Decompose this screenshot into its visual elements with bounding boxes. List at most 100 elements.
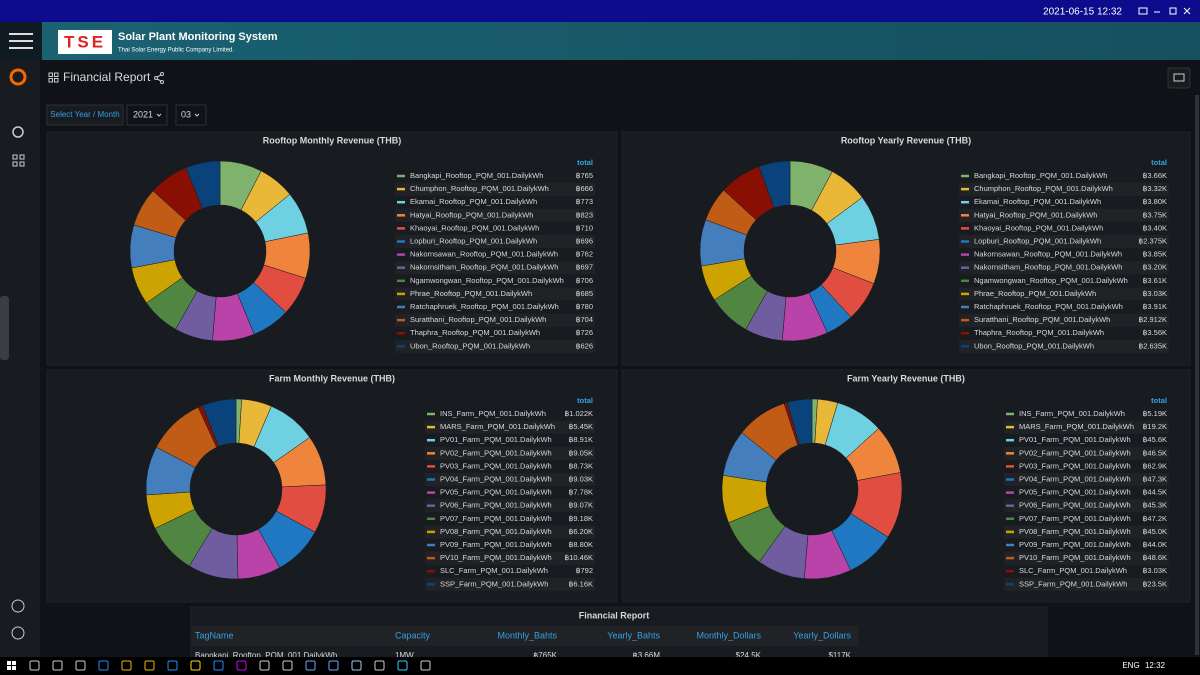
legend-name[interactable]: PV01_Farm_PQM_001.DailykWh: [1019, 435, 1131, 444]
column-header[interactable]: TagName: [195, 630, 234, 640]
legend-name[interactable]: Chumphon_Rooftop_PQM_001.DailykWh: [974, 184, 1113, 193]
legend-name[interactable]: Nakornsawan_Rooftop_PQM_001.DailykWh: [974, 250, 1122, 259]
legend-name[interactable]: PV05_Farm_PQM_001.DailykWh: [1019, 488, 1131, 497]
legend-name[interactable]: PV02_Farm_PQM_001.DailykWh: [440, 448, 552, 457]
legend-name[interactable]: PV07_Farm_PQM_001.DailykWh: [1019, 514, 1131, 523]
legend-name[interactable]: PV04_Farm_PQM_001.DailykWh: [440, 474, 552, 483]
legend-name[interactable]: Ekamai_Rooftop_PQM_001.DailykWh: [974, 197, 1101, 206]
scrollbar[interactable]: [1195, 95, 1199, 655]
legend-name[interactable]: Ratchaphruek_Rooftop_PQM_001.DailykWh: [974, 302, 1123, 311]
dashboards-icon[interactable]: [12, 154, 25, 167]
legend-name[interactable]: PV01_Farm_PQM_001.DailykWh: [440, 435, 552, 444]
legend-name[interactable]: PV07_Farm_PQM_001.DailykWh: [440, 514, 552, 523]
legend-name[interactable]: Khaoyai_Rooftop_PQM_001.DailykWh: [974, 223, 1103, 232]
legend-name[interactable]: PV10_Farm_PQM_001.DailykWh: [440, 553, 552, 562]
app-icon[interactable]: [351, 660, 362, 671]
legend-name[interactable]: Khaoyai_Rooftop_PQM_001.DailykWh: [410, 223, 539, 232]
legend-name[interactable]: Nakornsitham_Rooftop_PQM_001.DailykWh: [410, 263, 558, 272]
legend-name[interactable]: Nakornsawan_Rooftop_PQM_001.DailykWh: [410, 250, 558, 259]
legend-name[interactable]: PV03_Farm_PQM_001.DailykWh: [1019, 461, 1131, 470]
legend-name[interactable]: PV06_Farm_PQM_001.DailykWh: [440, 501, 552, 510]
legend-name[interactable]: SSP_Farm_PQM_001.DailykWh: [1019, 579, 1127, 588]
legend-name[interactable]: Hatyai_Rooftop_PQM_001.DailykWh: [974, 210, 1097, 219]
legend-name[interactable]: Thaphra_Rooftop_PQM_001.DailykWh: [410, 328, 540, 337]
app-icon[interactable]: [29, 660, 40, 671]
app-icon[interactable]: [144, 660, 155, 671]
legend-name[interactable]: Nakornsitham_Rooftop_PQM_001.DailykWh: [974, 263, 1122, 272]
search-icon[interactable]: [12, 126, 24, 138]
column-header[interactable]: Yearly_Dollars: [793, 630, 851, 640]
legend-name[interactable]: SLC_Farm_PQM_001.DailykWh: [440, 566, 548, 575]
legend-name[interactable]: Chumphon_Rooftop_PQM_001.DailykWh: [410, 184, 549, 193]
taskbar-clock[interactable]: 12:32: [1145, 661, 1166, 670]
app-icon[interactable]: [236, 660, 247, 671]
app-icon[interactable]: [305, 660, 316, 671]
legend-name[interactable]: Lopburi_Rooftop_PQM_001.DailykWh: [974, 236, 1101, 245]
panel-title[interactable]: Rooftop Monthly Revenue (THB): [263, 135, 402, 145]
app-icon[interactable]: [213, 660, 224, 671]
legend-name[interactable]: SSP_Farm_PQM_001.DailykWh: [440, 579, 548, 588]
grafana-logo[interactable]: [9, 68, 27, 86]
legend-name[interactable]: Ubon_Rooftop_PQM_001.DailykWh: [974, 341, 1094, 350]
legend-name[interactable]: Phrae_Rooftop_PQM_001.DailykWh: [974, 289, 1096, 298]
legend-name[interactable]: Ngamwongwan_Rooftop_PQM_001.DailykWh: [974, 276, 1128, 285]
signin-icon[interactable]: [11, 599, 25, 613]
legend-name[interactable]: MARS_Farm_PQM_001.DailykWh: [440, 422, 555, 431]
legend-name[interactable]: Suratthani_Rooftop_PQM_001.DailykWh: [974, 315, 1110, 324]
app-icon[interactable]: [121, 660, 132, 671]
legend-name[interactable]: Suratthani_Rooftop_PQM_001.DailykWh: [410, 315, 546, 324]
donut-slice[interactable]: [185, 160, 221, 209]
close[interactable]: [1183, 7, 1191, 15]
legend-name[interactable]: PV10_Farm_PQM_001.DailykWh: [1019, 553, 1131, 562]
year-select[interactable]: [126, 104, 168, 126]
app-icon[interactable]: [98, 660, 109, 671]
tv-mode-button[interactable]: [1167, 67, 1191, 89]
window-icon[interactable]: [1138, 7, 1148, 15]
legend-name[interactable]: INS_Farm_PQM_001.DailykWh: [440, 409, 546, 418]
app-icon[interactable]: [374, 660, 385, 671]
share-icon[interactable]: [154, 72, 164, 84]
app-icon[interactable]: [259, 660, 270, 671]
legend-name[interactable]: Hatyai_Rooftop_PQM_001.DailykWh: [410, 210, 533, 219]
app-icon[interactable]: [420, 660, 431, 671]
dashboard-title[interactable]: Financial Report: [63, 70, 151, 84]
app-icon[interactable]: [190, 660, 201, 671]
donut-slice[interactable]: [201, 398, 237, 447]
panel-title[interactable]: Farm Yearly Revenue (THB): [847, 373, 965, 383]
app-icon[interactable]: [397, 660, 408, 671]
sidebar-handle[interactable]: [0, 296, 9, 360]
menu-icon[interactable]: [9, 33, 33, 49]
panel-title[interactable]: Farm Monthly Revenue (THB): [269, 373, 395, 383]
help-icon[interactable]: [11, 626, 25, 640]
legend-name[interactable]: PV09_Farm_PQM_001.DailykWh: [440, 540, 552, 549]
app-icon[interactable]: [75, 660, 86, 671]
legend-name[interactable]: SLC_Farm_PQM_001.DailykWh: [1019, 566, 1127, 575]
legend-name[interactable]: PV06_Farm_PQM_001.DailykWh: [1019, 501, 1131, 510]
panel-title[interactable]: Rooftop Yearly Revenue (THB): [841, 135, 971, 145]
legend-name[interactable]: PV08_Farm_PQM_001.DailykWh: [440, 527, 552, 536]
legend-name[interactable]: Phrae_Rooftop_PQM_001.DailykWh: [410, 289, 532, 298]
month-select[interactable]: [175, 104, 207, 126]
column-header[interactable]: Capacity: [395, 630, 431, 640]
legend-name[interactable]: INS_Farm_PQM_001.DailykWh: [1019, 409, 1125, 418]
legend-name[interactable]: Lopburi_Rooftop_PQM_001.DailykWh: [410, 236, 537, 245]
app-icon[interactable]: [282, 660, 293, 671]
legend-name[interactable]: Ngamwongwan_Rooftop_PQM_001.DailykWh: [410, 276, 564, 285]
legend-name[interactable]: PV09_Farm_PQM_001.DailykWh: [1019, 540, 1131, 549]
donut-slice[interactable]: [786, 398, 813, 446]
app-icon[interactable]: [52, 660, 63, 671]
language[interactable]: ENG: [1122, 661, 1139, 670]
restore[interactable]: [1169, 7, 1177, 15]
column-header[interactable]: Yearly_Bahts: [607, 630, 660, 640]
donut-slice[interactable]: [758, 160, 791, 209]
legend-name[interactable]: PV05_Farm_PQM_001.DailykWh: [440, 488, 552, 497]
start-button[interactable]: [7, 661, 16, 670]
app-icon[interactable]: [328, 660, 339, 671]
legend-name[interactable]: Ratchaphruek_Rooftop_PQM_001.DailykWh: [410, 302, 559, 311]
legend-name[interactable]: Ekamai_Rooftop_PQM_001.DailykWh: [410, 197, 537, 206]
legend-name[interactable]: Ubon_Rooftop_PQM_001.DailykWh: [410, 341, 530, 350]
legend-name[interactable]: PV02_Farm_PQM_001.DailykWh: [1019, 448, 1131, 457]
legend-name[interactable]: Bangkapi_Rooftop_PQM_001.DailykWh: [974, 171, 1107, 180]
legend-name[interactable]: MARS_Farm_PQM_001.DailykWh: [1019, 422, 1134, 431]
legend-name[interactable]: PV03_Farm_PQM_001.DailykWh: [440, 461, 552, 470]
